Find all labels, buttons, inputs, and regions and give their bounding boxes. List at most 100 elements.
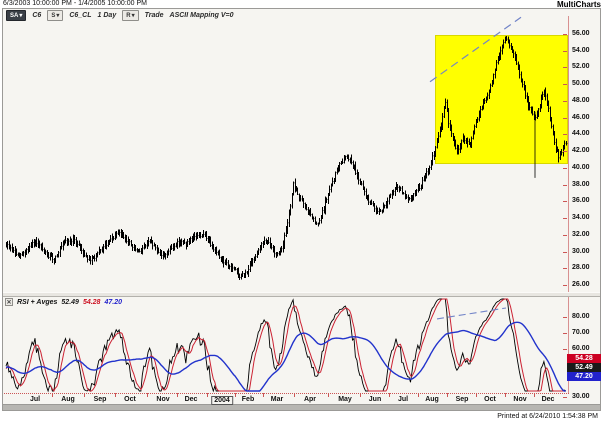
price-axis-tick [563, 84, 567, 86]
plot-right-border [568, 16, 569, 393]
price-axis-tick [563, 201, 567, 203]
rsi-value: 52.49 [61, 298, 79, 306]
time-axis-tick [505, 393, 506, 397]
price-axis-tick [563, 134, 567, 136]
time-axis-tick [418, 393, 419, 397]
resolution-label: 1 Day [97, 12, 117, 19]
time-axis-label: Aug [61, 396, 75, 403]
panel-splitter[interactable] [3, 292, 600, 297]
price-trendline [429, 16, 522, 83]
time-axis-label: Nov [513, 396, 527, 403]
time-axis-tick [389, 393, 390, 397]
time-axis-label: Jun [368, 396, 382, 403]
series-dropdown-label: SA [10, 12, 19, 19]
rsi-trendline [436, 307, 507, 320]
time-axis-tick [115, 393, 116, 397]
time-axis-tick [235, 393, 236, 397]
price-axis-label: 52.00 [572, 63, 590, 71]
price-axis-label: 44.00 [572, 130, 590, 138]
price-axis-label: 50.00 [572, 80, 590, 88]
time-axis-tick [328, 393, 329, 397]
symbol-label: C6 [32, 12, 42, 19]
chevron-down-icon: ▾ [56, 12, 60, 19]
time-axis-tick [84, 393, 85, 397]
price-axis-tick [563, 167, 567, 169]
rsi-axis-label: 30.00 [572, 393, 590, 400]
time-axis-label: Sep [455, 396, 469, 403]
price-axis-tick [563, 151, 567, 153]
time-axis-tick [360, 393, 361, 397]
time-axis-label: Sep [93, 396, 107, 403]
price-axis-label: 42.00 [572, 147, 590, 155]
mapped-symbol-label: C6_CL [69, 12, 92, 19]
indicator-value-badge: 54.28 [567, 354, 601, 363]
time-axis-label: Oct [484, 396, 496, 403]
time-axis-tick [447, 393, 448, 397]
price-axis-label: 28.00 [572, 264, 590, 272]
time-axis-tick [263, 393, 264, 397]
time-axis-tick [147, 393, 148, 397]
style-dropdown-button[interactable]: S ▾ [47, 10, 64, 21]
price-axis-label: 46.00 [572, 113, 590, 121]
price-axis-label: 26.00 [572, 281, 590, 288]
time-axis-label: May [338, 396, 352, 403]
price-axis-tick [563, 184, 567, 186]
time-axis-label: Aug [425, 396, 439, 403]
trade-label: Trade [144, 12, 164, 19]
mapping-label: ASCII Mapping V=0 [169, 12, 234, 19]
price-axis-tick [563, 100, 567, 102]
price-axis-tick [563, 268, 567, 270]
time-axis-border [4, 393, 569, 394]
time-axis-label: Oct [124, 396, 136, 403]
window-bottom-bar [3, 404, 600, 410]
printed-timestamp: Printed at 6/24/2010 1:54:38 PM [497, 413, 598, 420]
rsi-axis-label: 60.00 [572, 345, 590, 352]
indicator-value-badge: 47.20 [567, 372, 601, 381]
price-axis-label: 40.00 [572, 163, 590, 171]
rsi-axis-tick [563, 349, 567, 350]
series-dropdown-button[interactable]: SA ▾ [6, 10, 27, 21]
time-axis-label: Feb [241, 396, 255, 403]
chevron-down-icon: ▾ [19, 12, 23, 19]
rsi-line [5, 298, 566, 393]
time-axis-tick [534, 393, 535, 397]
price-axis-label: 34.00 [572, 214, 590, 222]
rsi-avg-fast-line [5, 298, 566, 392]
time-axis-label: Apr [303, 396, 317, 403]
price-axis-label: 32.00 [572, 230, 590, 238]
rsi-axis-tick [563, 397, 567, 398]
price-axis-tick [563, 117, 567, 119]
price-axis-label: 36.00 [572, 197, 590, 205]
chart-status-line: SA ▾ C6 S ▾ C6_CL 1 Day R ▾ Trade ASCII … [6, 10, 234, 21]
price-axis-tick [563, 218, 567, 220]
price-close-ticks [6, 38, 568, 278]
price-axis-label: 48.00 [572, 96, 590, 104]
price-axis-tick [563, 50, 567, 52]
price-axis-tick [563, 251, 567, 253]
time-axis-label: Dec [541, 396, 555, 403]
price-axis-label: 56.00 [572, 30, 590, 37]
price-axis-tick [563, 34, 567, 35]
price-axis-label: 54.00 [572, 46, 590, 54]
price-chart-canvas[interactable] [0, 16, 605, 292]
app-title: MultiCharts [557, 0, 601, 9]
time-axis-tick [177, 393, 178, 397]
rsi-avg-fast-value: 54.28 [82, 298, 101, 306]
indicator-status-line: ✕ RSI + Avges 52.49 54.28 47.20 [5, 298, 122, 306]
time-axis-label: Jul [397, 396, 409, 403]
rsi-axis-tick [563, 333, 567, 334]
close-icon[interactable]: ✕ [5, 298, 13, 306]
time-axis-label: Nov [156, 396, 170, 403]
resolution-dropdown-button[interactable]: R ▾ [122, 10, 139, 21]
style-dropdown-label: S [51, 12, 56, 19]
rsi-axis-label: 70.00 [572, 329, 590, 336]
time-axis-tick [476, 393, 477, 397]
time-axis-tick [294, 393, 295, 397]
price-axis-label: 30.00 [572, 247, 590, 255]
rsi-chart-canvas[interactable] [0, 297, 605, 393]
price-axis-tick [563, 234, 567, 236]
resolution-dropdown-label: R [126, 12, 131, 19]
time-axis-label: Dec [184, 396, 198, 403]
rsi-axis-label: 80.00 [572, 313, 590, 320]
